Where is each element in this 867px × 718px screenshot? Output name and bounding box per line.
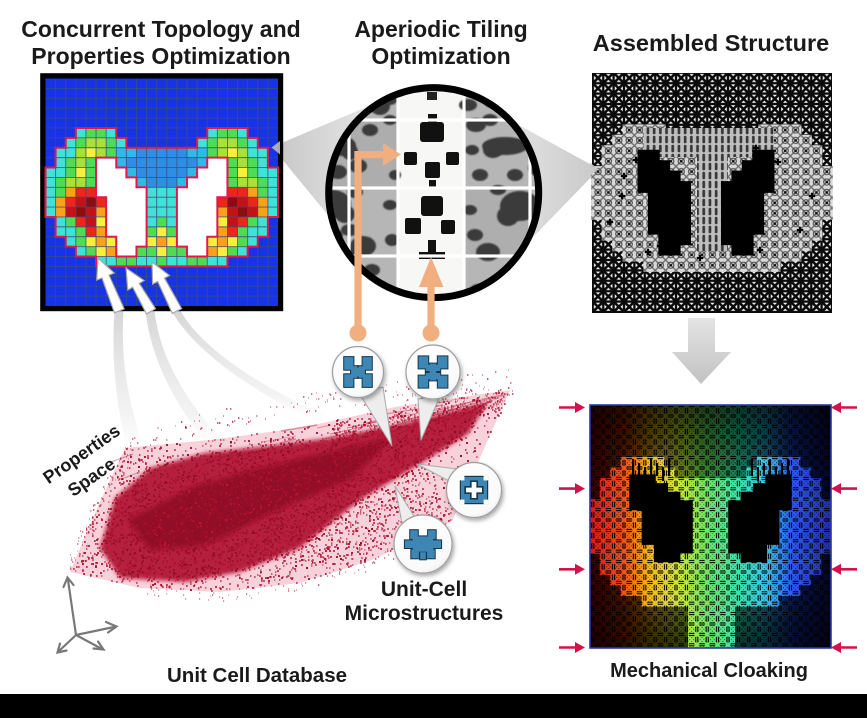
svg-text:Microstructures: Microstructures [345,602,504,625]
svg-text:Properties Optimization: Properties Optimization [31,43,290,69]
svg-text:Mechanical Cloaking: Mechanical Cloaking [610,660,808,682]
svg-text:Optimization: Optimization [371,43,510,69]
svg-text:Concurrent Topology and: Concurrent Topology and [21,16,300,42]
svg-text:Assembled Structure: Assembled Structure [593,30,829,56]
svg-text:Unit-Cell: Unit-Cell [381,578,467,601]
svg-text:Aperiodic Tiling: Aperiodic Tiling [354,16,527,42]
svg-text:Unit Cell Database: Unit Cell Database [167,664,347,687]
